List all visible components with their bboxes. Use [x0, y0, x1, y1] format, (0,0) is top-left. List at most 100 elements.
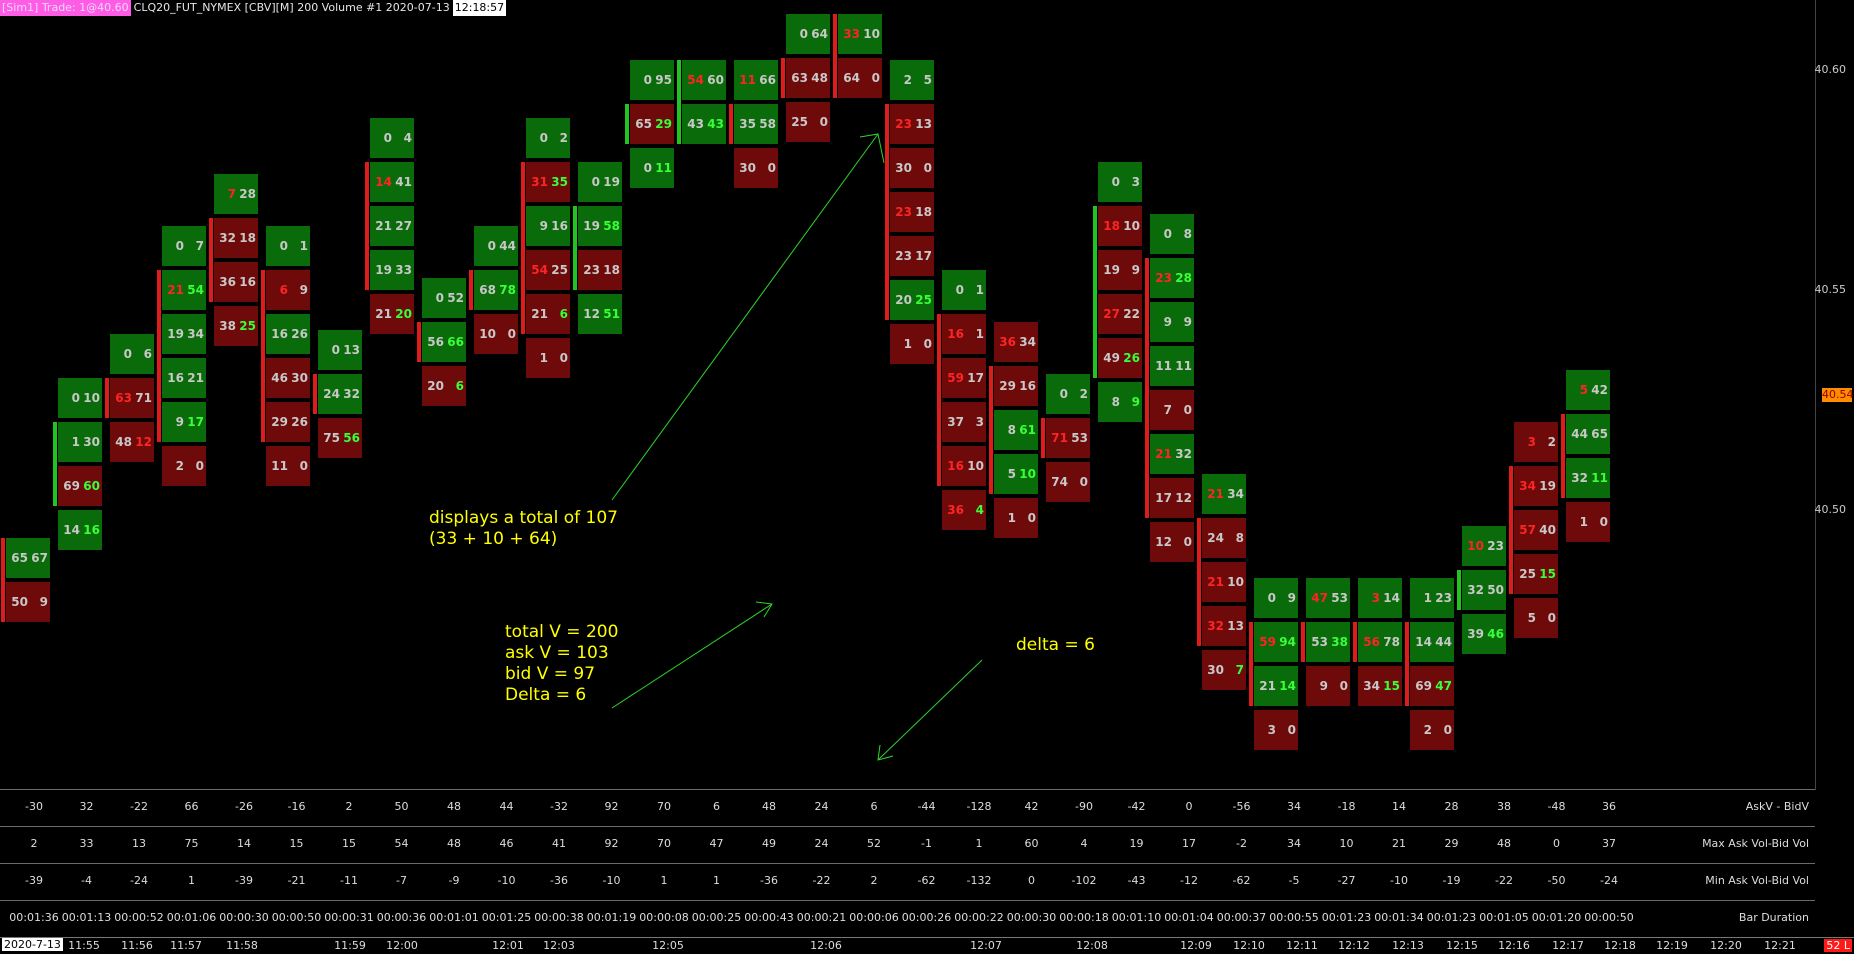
bid-volume: 29 — [271, 415, 288, 429]
ask-volume: 34 — [1227, 487, 1244, 501]
bid-volume: 29 — [999, 379, 1016, 393]
stats-row-label: Min Ask Vol-Bid Vol — [1705, 874, 1809, 887]
stats-row: 00:01:36 00:01:13 00:00:52 00:01:06 00:00:30… — [0, 900, 1815, 937]
candle-body-bar — [1509, 466, 1513, 594]
footprint-cell: 11 11 — [1150, 346, 1194, 386]
arrow-line-2 — [611, 603, 773, 709]
bid-volume: 25 — [1519, 567, 1536, 581]
footprint-cell: 56 78 — [1358, 622, 1402, 662]
stats-row-label: AskV - BidV — [1745, 800, 1809, 813]
ask-volume: 33 — [395, 263, 412, 277]
footprint-cell: 37 3 — [942, 402, 986, 442]
bid-volume: 32 — [1467, 583, 1484, 597]
ask-volume: 44 — [1435, 635, 1452, 649]
footprint-cell: 65 29 — [630, 104, 674, 144]
stats-row: 2 33 13 75 14 15 15 54 48 46 41 92 70 47 49 24 52 -1 1 60 4 1… — [0, 826, 1815, 863]
footprint-cell: 12 0 — [1150, 522, 1194, 562]
ask-volume: 3 — [1131, 175, 1140, 189]
stats-cell: 66 — [184, 800, 199, 813]
stats-cell: 00:01:01 — [429, 911, 479, 924]
ask-volume: 0 — [1027, 511, 1036, 525]
ask-volume: 25 — [551, 263, 568, 277]
bid-volume: 1 — [1007, 511, 1016, 525]
stats-cell: 6 — [870, 800, 878, 813]
ask-volume: 32 — [1175, 447, 1192, 461]
candle-body-bar — [365, 162, 369, 290]
bid-volume: 0 — [71, 391, 80, 405]
candle-body-bar — [885, 104, 889, 320]
annotation-arrows — [611, 133, 983, 761]
sim-trade-badge[interactable]: [Sim1] Trade: 1@40.60 — [0, 0, 131, 16]
footprint-chart[interactable]: 65 67 50 9 0 10 1 30 69 60 14 16 0 6 63 71 48 12 0 7 21 54 19 3… — [0, 0, 1815, 790]
stats-cell: -7 — [396, 874, 407, 887]
footprint-cell: 21 32 — [1150, 434, 1194, 474]
stats-cell: -44 — [917, 800, 936, 813]
stats-cell: 2 — [870, 874, 878, 887]
bid-volume: 33 — [843, 27, 860, 41]
bid-volume: 6 — [279, 283, 288, 297]
ask-volume: 3 — [975, 415, 984, 429]
bid-volume: 23 — [895, 205, 912, 219]
ask-volume: 67 — [31, 551, 48, 565]
ask-volume: 95 — [655, 73, 672, 87]
stats-cell: -1 — [921, 837, 932, 850]
bid-volume: 0 — [799, 27, 808, 41]
stats-cell: -39 — [25, 874, 43, 887]
bid-volume: 1 — [71, 435, 80, 449]
footprint-cell: 35 58 — [734, 104, 778, 144]
bid-volume: 59 — [947, 371, 964, 385]
ask-volume: 60 — [83, 479, 100, 493]
ask-volume: 30 — [291, 371, 308, 385]
footprint-cell: 19 9 — [1098, 250, 1142, 290]
stats-cell: 34 — [1287, 837, 1301, 850]
bid-volume: 59 — [1259, 635, 1276, 649]
stats-cell: 00:01:19 — [586, 911, 637, 924]
stats-cell: -22 — [130, 800, 148, 813]
footprint-cell: 21 54 — [162, 270, 206, 310]
stats-cell: 10 — [1339, 837, 1354, 850]
bid-volume: 21 — [375, 307, 392, 321]
stats-cell: 46 — [499, 837, 514, 850]
ask-volume: 10 — [1123, 219, 1140, 233]
ask-volume: 20 — [395, 307, 412, 321]
stats-cell: 28 — [1444, 800, 1459, 813]
time-label: 11:56 — [121, 939, 153, 952]
bid-volume: 18 — [1103, 219, 1120, 233]
ask-volume: 10 — [863, 27, 880, 41]
footprint-cell: 20 25 — [890, 280, 934, 320]
stats-cell: 13 — [132, 837, 146, 850]
ask-volume: 64 — [811, 27, 828, 41]
footprint-cell: 63 71 — [110, 378, 154, 418]
ask-volume: 16 — [1019, 379, 1036, 393]
footprint-cell: 18 10 — [1098, 206, 1142, 246]
bid-volume: 16 — [271, 327, 288, 341]
footprint-cell: 54 60 — [682, 60, 726, 100]
stats-cell: 00:00:52 — [114, 911, 164, 924]
stats-cell: 48 — [447, 800, 461, 813]
ask-volume: 8 — [1235, 531, 1244, 545]
bid-volume: 20 — [427, 379, 444, 393]
stats-cell: -36 — [760, 874, 778, 887]
candle-body-bar — [1145, 258, 1149, 518]
candle-body-bar — [1093, 206, 1097, 378]
bid-volume: 69 — [1415, 679, 1432, 693]
bid-volume: 34 — [1363, 679, 1380, 693]
stats-cell: 24 — [814, 837, 829, 850]
bid-volume: 5 — [1579, 383, 1588, 397]
footprint-cell: 44 65 — [1566, 414, 1610, 454]
stats-cell: 00:01:25 — [481, 911, 532, 924]
ask-volume: 13 — [1227, 619, 1244, 633]
bid-volume: 23 — [895, 117, 912, 131]
time-label: 12:15 — [1446, 939, 1478, 952]
ask-volume: 9 — [39, 595, 48, 609]
stats-cell: -26 — [235, 800, 253, 813]
stats-cell: 70 — [657, 837, 671, 850]
candle-body-bar — [1197, 518, 1201, 646]
stats-cell: 00:00:55 — [1269, 911, 1319, 924]
